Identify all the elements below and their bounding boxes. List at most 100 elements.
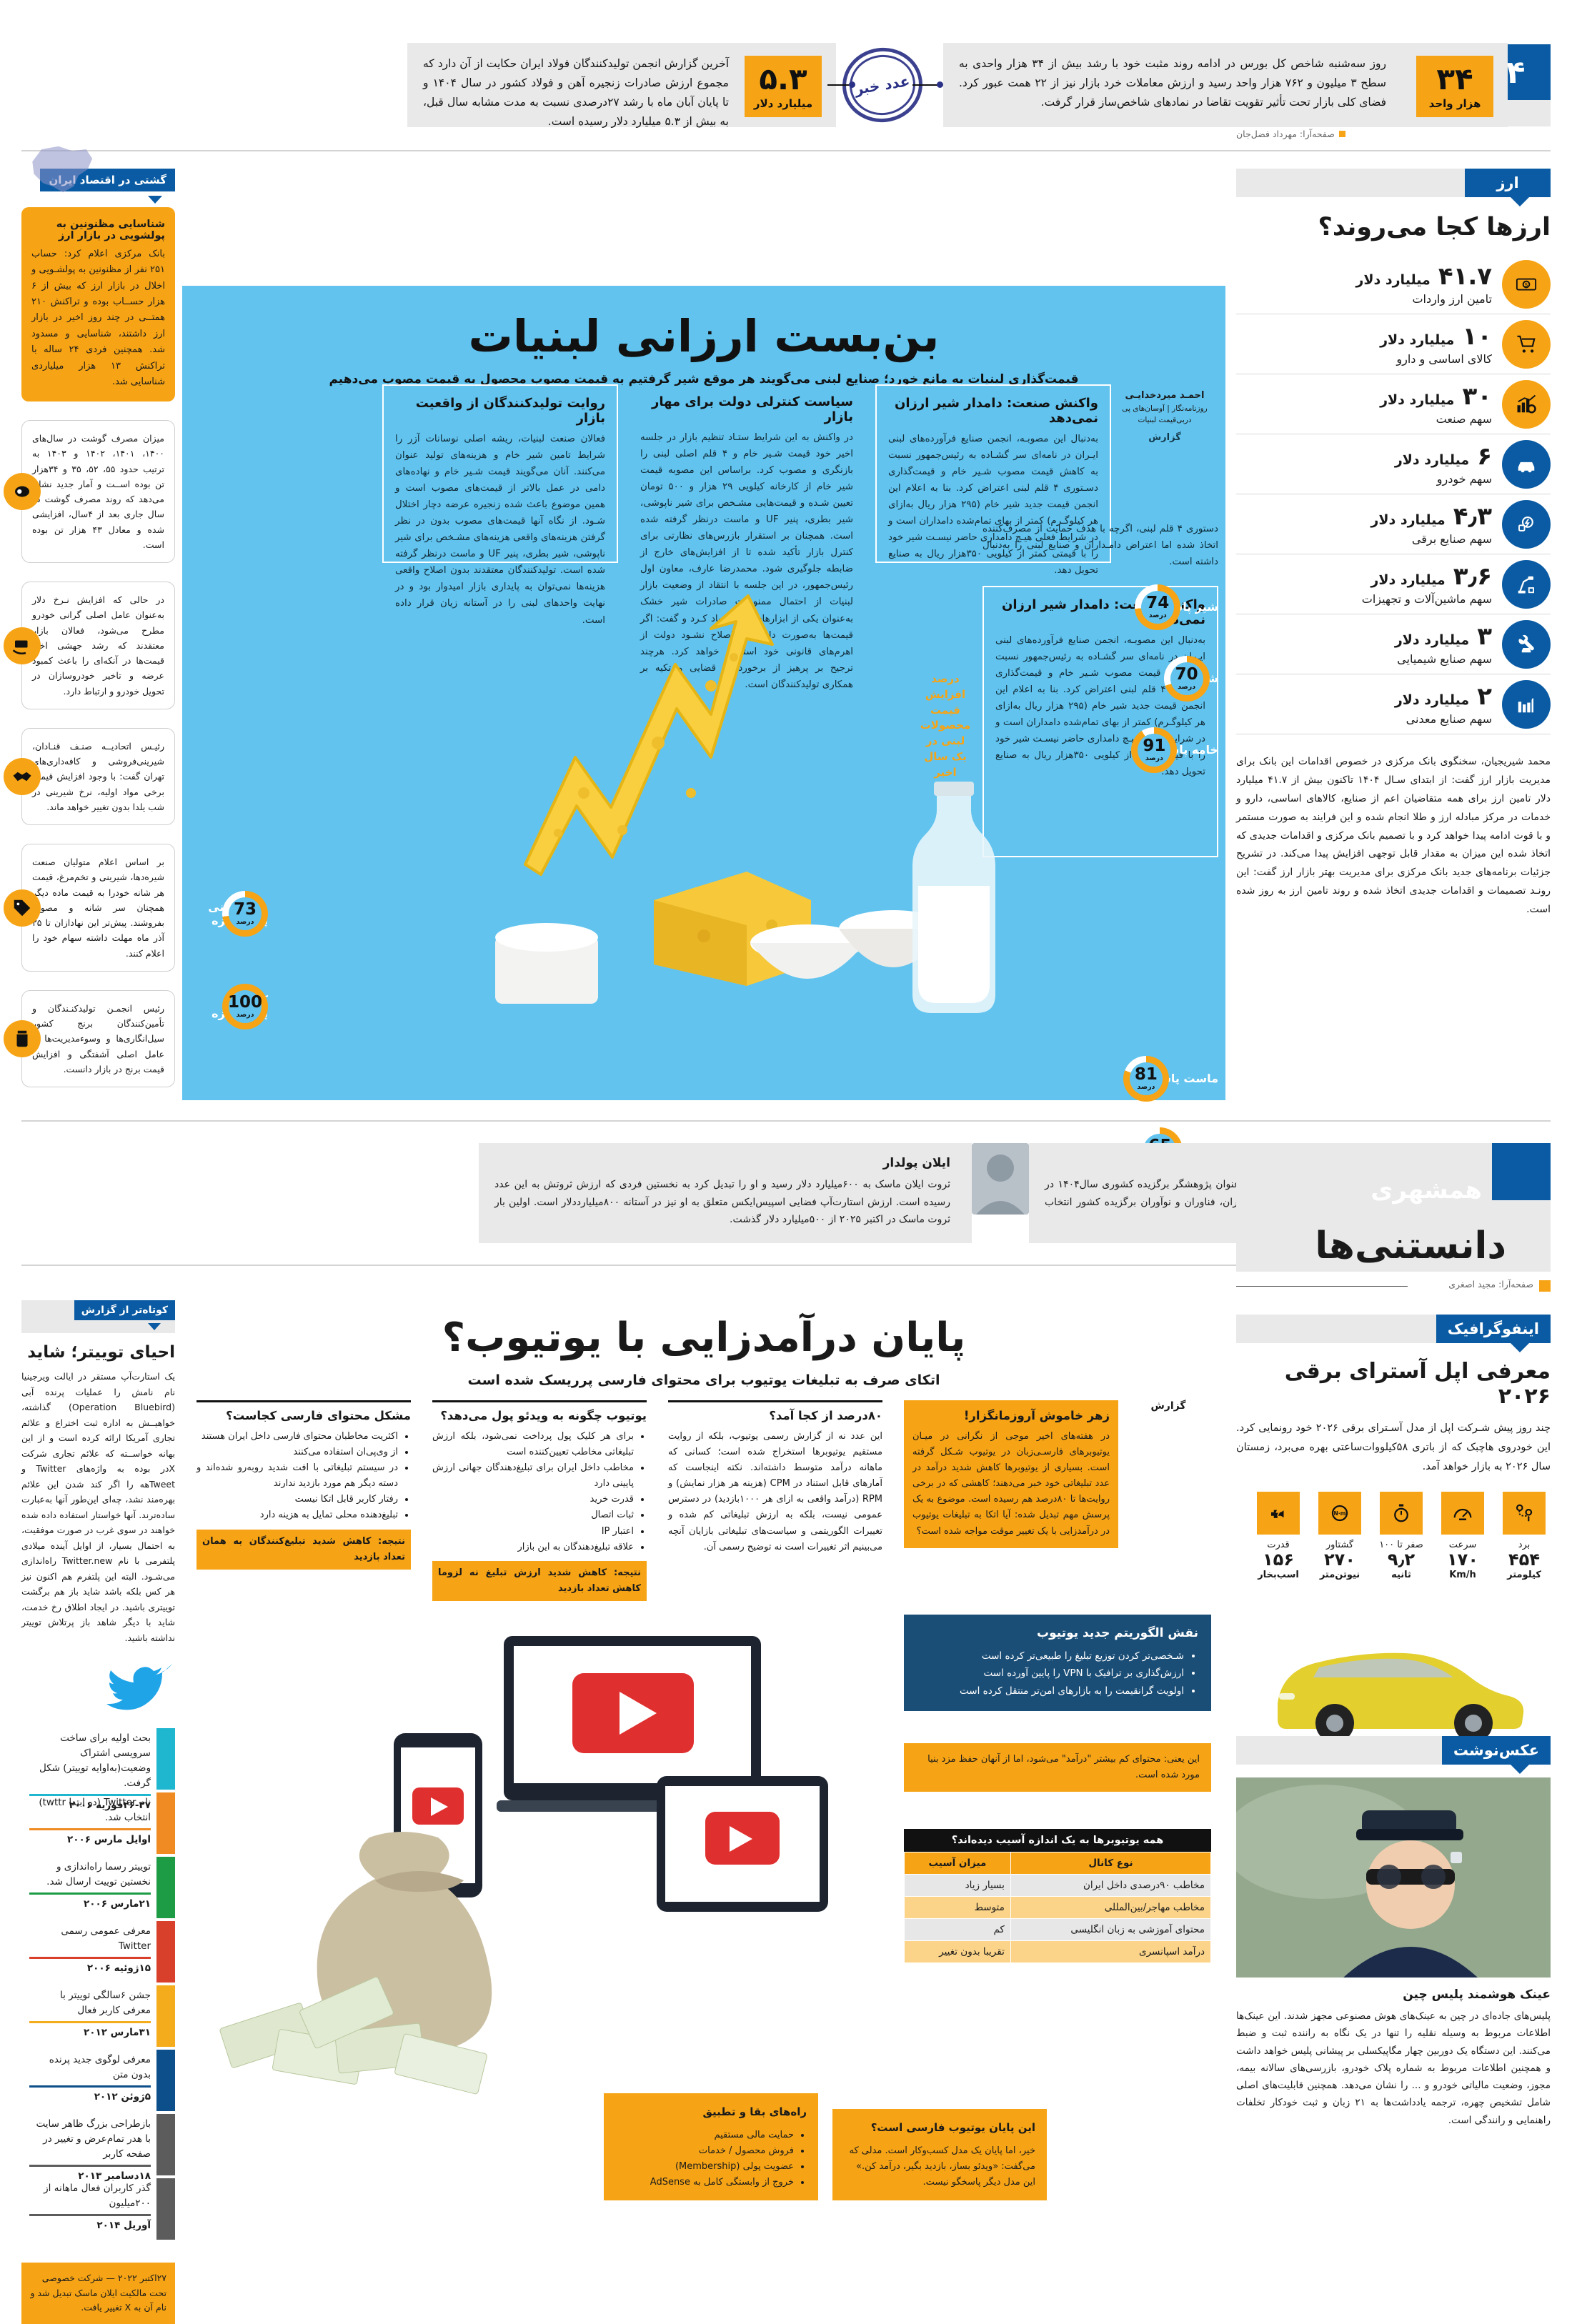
algorithm-heading: نقش الگوریتم جدید یوتیوب bbox=[1037, 1626, 1198, 1640]
spec-unit: ثانیه bbox=[1391, 1569, 1411, 1580]
electric-car-image bbox=[1278, 1653, 1524, 1743]
top-news-unit: میلیارد دلار bbox=[753, 96, 813, 110]
timeline-entry: معرفی لوگوی جدید پرنده بدون متن ۵ژوئن ۲۰… bbox=[29, 2053, 151, 2105]
police-smart-glasses-icon bbox=[1236, 1777, 1551, 1978]
iran-highlight-text: بانک مرکزی اعلام کرد: حساب ۲۵۱ نفر از مظ… bbox=[31, 249, 165, 387]
spec-unit: Km/h bbox=[1449, 1569, 1476, 1580]
currency-value: ۴۱.۷ bbox=[1438, 262, 1492, 291]
timeline-entry: توییتر رسما راه‌اندازی و نخستین توییت ار… bbox=[29, 1860, 151, 1912]
currency-label: سهم صنایع برقی bbox=[1411, 532, 1492, 546]
twitter-bird-icon bbox=[106, 1664, 172, 1710]
timeline-text: توییتر رسما راه‌اندازی و نخستین توییت ار… bbox=[46, 1861, 151, 1887]
column-text: در هفته‌های اخیر موجی از نگرانی در میـان… bbox=[912, 1431, 1110, 1537]
table-header-cell: میزان آسیب bbox=[904, 1852, 1011, 1875]
tab-currency[interactable]: ارز bbox=[1465, 169, 1551, 206]
timeline-date: ۵ژوئن ۲۰۱۲ bbox=[29, 2085, 151, 2105]
timeline-text: معرفی عمومی رسمی Twitter bbox=[61, 1925, 151, 1952]
car-spec: برد ۴۵۴ کیلومتر bbox=[1498, 1492, 1551, 1580]
currency-unit: میلیارد دلار bbox=[1355, 272, 1431, 288]
spec-unit: اسب‌بخار bbox=[1258, 1569, 1299, 1580]
svg-text:$: $ bbox=[1524, 281, 1528, 288]
donut-inner: 74 درصد bbox=[1141, 590, 1175, 624]
donut-chart: 91 درصد bbox=[1131, 727, 1178, 773]
column-conclusion: نتیجه: کاهش شدید ارزش تبلیغ نه لزوما کاه… bbox=[432, 1560, 647, 1601]
shopping-cart-icon bbox=[1502, 319, 1551, 369]
car-spec: سرعت ۱۷۰ Km/h bbox=[1436, 1492, 1489, 1580]
banknote-icon: $ bbox=[1516, 278, 1537, 290]
donut-callout: 73 درصد پنیر ایرانی پاستوریزه bbox=[189, 891, 268, 937]
tab-infographic[interactable]: اینفوگرافیک bbox=[1436, 1315, 1551, 1352]
iran-sidebar: گشتی در اقتصاد ایران شناسایی مظنونین به … bbox=[4, 146, 175, 1106]
tab-photo-note[interactable]: عکس‌نوشت bbox=[1441, 1736, 1551, 1774]
byline-role: روزنامه‌نگار | آوسان‌های پی دربی‌قیمت لب… bbox=[1122, 404, 1208, 424]
timeline-entry: بحث اولیه برای ساخت سرویسی اشتراک وضعیت(… bbox=[29, 1731, 151, 1813]
stamp-connector-left bbox=[912, 84, 940, 86]
iran-sidebar-item: رئیـس اتحادیــه صنـف قنـادان، شیرینی‌فرو… bbox=[4, 727, 175, 826]
cheese-arrow-icon bbox=[524, 594, 774, 876]
twitter-title: احیای توییتر؛ شاید bbox=[27, 1343, 175, 1362]
currency-unit: میلیارد دلار bbox=[1370, 572, 1446, 588]
donut-value: 70 bbox=[1175, 664, 1198, 684]
iran-sidebar-item: در حالی که افزایش نـرخ دلار به‌عنوان عام… bbox=[4, 582, 175, 709]
list-item: شـخصی‌تر کردن توزیع تبلیغ را طبیعی‌تر کر… bbox=[917, 1647, 1184, 1665]
infographic-tabbar: اینفوگرافیک bbox=[1236, 1315, 1551, 1352]
donut-value: 73 bbox=[234, 900, 257, 919]
spec-label: برد bbox=[1518, 1540, 1531, 1551]
currency-list-item: ۶ میلیارد دلار سهم خودرو bbox=[1236, 434, 1551, 494]
mid-rule-2 bbox=[21, 1265, 1551, 1266]
timeline-entry: گذر کاربران فعال ماهانه از ۲۰۰میلیون آور… bbox=[29, 2181, 151, 2233]
youtube-algorithm-note: این یعنی: محتوای کم بیشتر "درآمد" می‌شود… bbox=[904, 1743, 1211, 1792]
timeline-entry: نام Twitter (در ابتدا twttr) انتخاب شد. … bbox=[29, 1795, 151, 1847]
photo-note-panel: عکس‌نوشت عینک هوشمند پلیس چین پلیس‌های ج… bbox=[1236, 1736, 1551, 2129]
speedometer-icon bbox=[1453, 1509, 1472, 1521]
list-item: رفتار کاربر قابل اتکا نیست bbox=[196, 1492, 398, 1507]
knowledge-title: دانستنی‌ها bbox=[1315, 1225, 1508, 1267]
list-item: در سیستم تبلیغاتی با افت شدید روبه‌رو شد… bbox=[196, 1460, 398, 1492]
meat-icon bbox=[4, 473, 41, 511]
donut-chart: 73 درصد bbox=[222, 891, 268, 937]
donut-value: 74 bbox=[1146, 593, 1170, 612]
timeline-entry: بازطراحی بزرگ ظاهر سایت با هدر تمام‌عرض … bbox=[29, 2117, 151, 2184]
donut-chart: 74 درصد bbox=[1135, 584, 1181, 630]
iran-sidebar-item: میزان مصرف گوشت در سال‌های ۱۴۰۰، ۱۴۰۱، ۱… bbox=[4, 420, 175, 564]
column-conclusion: نتیجه: کاهش شدید تبلیغ‌کنندگان به همان ت… bbox=[196, 1529, 411, 1570]
currency-list: $ ۴۱.۷ میلیارد دلار تامین ارز واردات ۱۰ … bbox=[1236, 254, 1551, 734]
list-item: برای هر کلیک پول پرداخت نمی‌شود، بلکه ار… bbox=[432, 1429, 634, 1460]
donut-callout: 91 درصد خامه پاستوریزه bbox=[1131, 727, 1218, 773]
currency-unit: میلیارد دلار bbox=[1394, 692, 1470, 708]
tab-pointer-icon bbox=[148, 1323, 161, 1330]
wrench-car-icon bbox=[1518, 634, 1534, 652]
apple-astra-heading: معرفی اپل آسترای برقی ۲۰۲۶ bbox=[1284, 1359, 1551, 1409]
twitter-footer-note: ۲۷اکتبر ۲۰۲۲ — شرکت خصوصی تحت مالکیت ایل… bbox=[21, 2263, 175, 2324]
torque-icon: N·m bbox=[1318, 1492, 1361, 1535]
youtube-orange-left: راه‌های بقا و تطبیق حمایت مالی مستقیمفرو… bbox=[604, 2093, 818, 2200]
spec-label: گشتاور bbox=[1325, 1540, 1354, 1551]
table-row: محتوای آموزشی به زبان انگلیسی کم bbox=[904, 1918, 1212, 1941]
currency-value: ۶ bbox=[1477, 442, 1492, 471]
iran-sidebar-item: بر اساس اعلام متولیان صنعت شیره‌دها، شیر… bbox=[4, 844, 175, 972]
timeline-date: ۱۵ژوئیه ۲۰۰۶ bbox=[29, 1956, 151, 1976]
twitter-intro: یک استارت‌آپ مستقر در ایالت ویرجینیا نام… bbox=[21, 1371, 175, 1643]
tab-short-report[interactable]: کوتاه‌تر از گزارش bbox=[74, 1300, 175, 1320]
column-rule bbox=[432, 1400, 647, 1402]
iran-item-text: بر اساس اعلام متولیان صنعت شیره‌دها، شیر… bbox=[32, 857, 164, 959]
orange-left-heading: راه‌های بقا و تطبیق bbox=[702, 2105, 807, 2119]
donut-unit: درصد bbox=[236, 1011, 254, 1019]
youtube-article: پایان درآمدزایی با یوتیوب؟ اتکای صرف به … bbox=[182, 1300, 1225, 2222]
handshake-icon bbox=[4, 758, 41, 796]
iran-map-icon bbox=[32, 146, 93, 193]
timeline-text: گذر کاربران فعال ماهانه از ۲۰۰میلیون bbox=[44, 2183, 151, 2209]
donut-callout: 100 درصد کره پاستوریزه bbox=[189, 984, 268, 1029]
list-item: اولویت گرانقیمت را به بازارهای امن‌تر من… bbox=[917, 1682, 1184, 1700]
knowledge-credit: صفحه‌آرا: مجید اصغری bbox=[1448, 1279, 1533, 1290]
iran-item-list: میزان مصرف گوشت در سال‌های ۱۴۰۰، ۱۴۰۱، ۱… bbox=[4, 420, 175, 1088]
spec-value: ۱۵۶ bbox=[1263, 1550, 1294, 1570]
iran-highlight-card: شناسایی مظنونین به پولشویی در بازار ارز … bbox=[21, 207, 175, 402]
top-news-text: روز سه‌شنبه شاخص کل بورس در ادامه روند م… bbox=[959, 57, 1386, 109]
stamp-dot-right bbox=[849, 81, 855, 88]
speedometer-icon bbox=[1441, 1492, 1484, 1535]
timeline-segment bbox=[156, 1921, 175, 1983]
column-heading: ۸۰درصد از کجا آمد؟ bbox=[769, 1409, 882, 1422]
timeline-segment bbox=[156, 1985, 175, 2047]
dairy-column-box: سیاست کنترلی دولت برای مهار بازار در واک… bbox=[629, 384, 865, 690]
